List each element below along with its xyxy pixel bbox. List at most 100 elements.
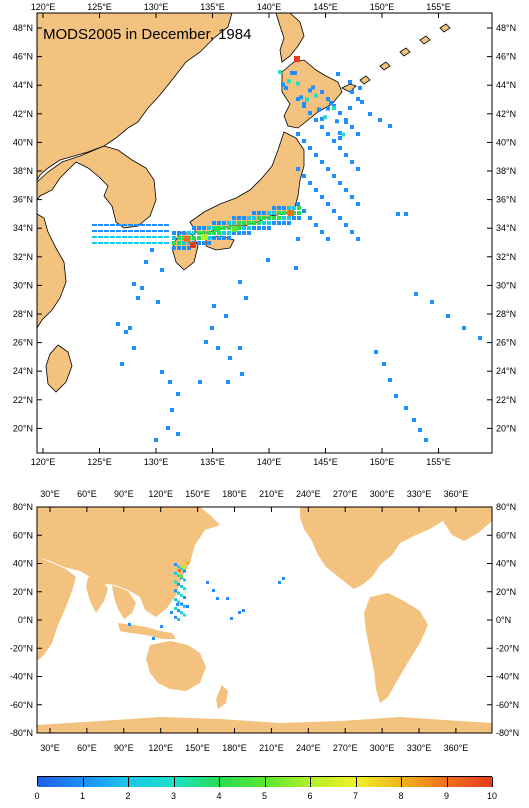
obs-cell xyxy=(272,221,276,225)
obs-cell xyxy=(192,226,196,230)
obs-cell xyxy=(350,125,354,129)
obs-cell xyxy=(217,221,221,225)
world-obs-cell xyxy=(160,625,163,628)
obs-cell xyxy=(187,231,191,235)
obs-cell xyxy=(326,202,330,206)
obs-cell xyxy=(164,230,169,232)
obs-cell xyxy=(152,224,157,226)
se-asia-landmass xyxy=(112,585,136,619)
obs-cell xyxy=(146,242,151,244)
world-obs-cell xyxy=(182,565,185,568)
world-lat-label-right: -60°N xyxy=(496,700,519,710)
obs-cell xyxy=(320,90,324,94)
top-lon-label-top: 140°E xyxy=(257,2,282,12)
top-lon-label-top: 145°E xyxy=(313,2,338,12)
obs-cell xyxy=(128,224,133,226)
obs-cell xyxy=(257,226,261,230)
obs-cell xyxy=(388,124,392,128)
obs-cell xyxy=(308,216,312,220)
obs-cell xyxy=(277,211,281,215)
obs-cell xyxy=(158,242,163,244)
world-lat-label-right: -80°N xyxy=(496,728,519,738)
obs-cell xyxy=(154,438,158,442)
obs-cell xyxy=(134,236,139,238)
obs-cell xyxy=(338,111,342,115)
new-zealand xyxy=(216,685,228,709)
obs-cell xyxy=(412,418,416,422)
colorbar-label: 4 xyxy=(216,791,222,801)
top-map-frame xyxy=(36,12,493,454)
world-lat-label-right: 0°N xyxy=(496,615,511,625)
obs-cell xyxy=(302,139,306,143)
world-obs-cell xyxy=(174,571,177,575)
obs-cell xyxy=(152,230,157,232)
obs-cell xyxy=(290,70,294,75)
obs-cell xyxy=(237,231,241,235)
top-lon-label-top: 125°E xyxy=(87,2,112,12)
colorbar-label: 7 xyxy=(352,791,359,801)
obs-cell xyxy=(177,241,181,245)
kuril-islands xyxy=(341,23,451,93)
obs-cell xyxy=(160,268,164,272)
obs-cell xyxy=(338,146,342,150)
obs-cell xyxy=(281,82,285,87)
top-lat-label-left: 42°N xyxy=(13,109,33,119)
obs-cell xyxy=(124,330,128,334)
top-lat-label-left: 22°N xyxy=(13,395,33,405)
obs-cell xyxy=(227,221,231,225)
obs-cell xyxy=(287,221,291,225)
world-lon-label-top: 360°E xyxy=(444,489,469,499)
obs-cell xyxy=(296,132,300,136)
obs-cell xyxy=(228,356,232,360)
obs-cell xyxy=(404,212,408,216)
world-lat-label-left: -40°N xyxy=(10,672,33,682)
world-obs-cell xyxy=(177,609,180,613)
top-lon-label-bottom: 150°E xyxy=(370,457,395,467)
obs-cell xyxy=(267,211,271,215)
obs-cell xyxy=(226,380,230,384)
obs-cell xyxy=(360,100,364,104)
obs-cell xyxy=(122,242,127,244)
obs-cell xyxy=(232,221,236,225)
obs-cell xyxy=(140,286,144,290)
obs-cell xyxy=(305,97,309,102)
obs-cell xyxy=(296,237,300,241)
world-lon-label-bottom: 240°E xyxy=(296,743,321,753)
obs-cell xyxy=(207,236,211,240)
world-obs-cell xyxy=(180,593,183,597)
obs-cell xyxy=(187,241,191,245)
world-obs-cell xyxy=(183,596,186,599)
colorbar-segment xyxy=(38,777,84,787)
obs-cell xyxy=(212,221,216,225)
obs-cell xyxy=(182,241,186,245)
obs-cell xyxy=(198,380,202,384)
world-lat-label-left: -20°N xyxy=(10,643,33,653)
obs-cell xyxy=(247,221,251,225)
world-lon-label-top: 210°E xyxy=(259,489,284,499)
obs-cell xyxy=(262,211,266,215)
world-observation-cells xyxy=(128,561,285,640)
colorbar-label: 1 xyxy=(79,791,86,801)
obs-cell xyxy=(128,242,133,244)
top-lat-label-right: 24°N xyxy=(496,366,516,376)
obs-cell xyxy=(166,426,170,430)
obs-cell xyxy=(314,93,318,98)
obs-cell xyxy=(202,234,208,240)
obs-cell xyxy=(374,350,378,354)
obs-cell xyxy=(116,242,121,244)
obs-cell xyxy=(237,221,241,225)
obs-cell xyxy=(176,392,180,396)
colorbar-segment xyxy=(447,777,493,787)
obs-cell xyxy=(293,70,297,75)
top-lat-label-left: 38°N xyxy=(13,166,33,176)
world-obs-cell xyxy=(177,565,180,569)
obs-cell xyxy=(311,85,315,90)
taiwan-island xyxy=(45,344,73,393)
obs-cell xyxy=(222,236,226,240)
world-obs-cell xyxy=(177,600,180,604)
world-lon-label-bottom: 330°E xyxy=(407,743,432,753)
obs-cell xyxy=(332,174,336,178)
world-lon-label-bottom: 30°E xyxy=(40,743,60,753)
obs-cell xyxy=(297,211,301,215)
obs-cell xyxy=(378,118,382,122)
